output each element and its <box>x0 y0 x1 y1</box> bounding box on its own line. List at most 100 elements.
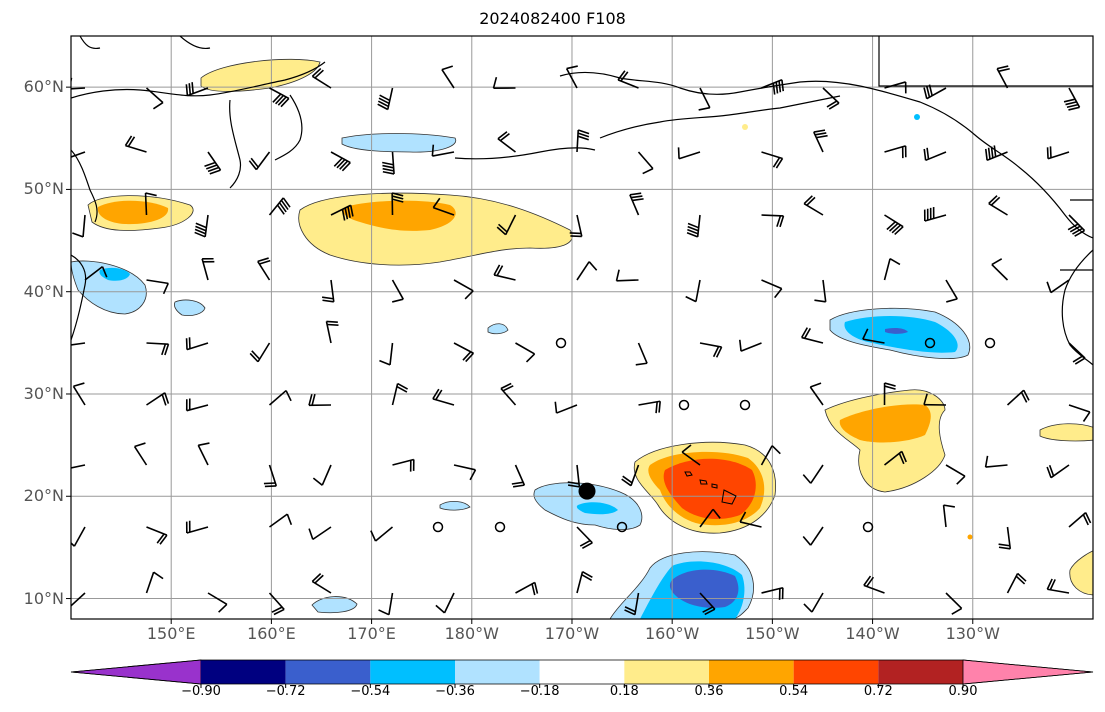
calm-wind-marker <box>678 399 690 411</box>
wind-barb <box>197 442 210 466</box>
axis-ticks <box>66 86 974 624</box>
hawaii-islands <box>684 471 737 505</box>
anomaly-region <box>174 299 206 316</box>
wind-barb <box>71 342 86 346</box>
colorbar <box>70 659 1094 688</box>
wind-barb <box>984 455 1008 468</box>
wind-barb <box>699 342 723 358</box>
wind-barb <box>884 450 907 466</box>
map-title: 2024082400 F108 <box>479 9 626 28</box>
wind-barb <box>945 279 958 303</box>
anomaly-region <box>839 404 931 443</box>
wind-barb <box>435 592 455 614</box>
wind-barb <box>863 575 885 594</box>
wind-barb <box>800 327 824 344</box>
map-frame <box>70 35 1094 620</box>
wind-barb <box>492 76 516 90</box>
anomaly-region <box>885 328 908 334</box>
wind-barb <box>1067 214 1086 237</box>
calm-wind-marker <box>924 337 936 349</box>
anomaly-region <box>1039 423 1093 442</box>
wind-barb <box>263 464 278 488</box>
wind-barb <box>1068 342 1086 365</box>
wind-barb <box>569 214 583 238</box>
wind-barb <box>761 214 785 228</box>
wind-barb <box>453 342 475 363</box>
wind-barb <box>268 389 292 406</box>
wind-barb <box>249 342 271 363</box>
lon-label: 160°W <box>644 624 700 643</box>
anomaly-region <box>1069 550 1093 596</box>
wind-barb <box>269 513 293 528</box>
wind-barb <box>739 511 762 528</box>
wind-barb <box>809 382 824 406</box>
wind-barb <box>71 526 86 547</box>
wind-barb <box>884 214 904 236</box>
wind-barb <box>942 504 955 528</box>
anomaly-region <box>487 323 509 335</box>
wind-barb <box>330 151 351 172</box>
wind-barb <box>248 151 271 171</box>
wind-barb <box>84 266 108 281</box>
anomaly-region <box>97 200 169 225</box>
lon-label: 170°W <box>544 624 600 643</box>
wind-barb <box>686 214 701 238</box>
colorbar-tick-label: −0.36 <box>435 684 475 699</box>
wind-barb <box>883 382 896 406</box>
wind-barb <box>576 571 593 594</box>
anomaly-fill-layer <box>71 58 1093 619</box>
wind-barb <box>133 442 148 466</box>
calm-wind-marker <box>616 521 628 533</box>
wind-barb <box>923 207 947 222</box>
wind-barb <box>635 342 648 366</box>
colorbar-tick-label: 0.90 <box>948 684 978 699</box>
colorbar-tick-label: 0.72 <box>863 684 893 699</box>
colorbar-tick-label: 0.36 <box>694 684 724 699</box>
lat-label: 60°N <box>23 77 64 97</box>
wind-barb <box>391 192 404 216</box>
colorbar-tick-label: −0.72 <box>265 684 306 699</box>
colorbar-segment <box>370 660 455 684</box>
wind-barb <box>761 279 783 299</box>
wind-barb <box>144 192 157 216</box>
wind-barb <box>923 393 947 406</box>
wind-barb <box>268 592 285 616</box>
wind-barb <box>1046 146 1070 160</box>
wind-barb <box>1046 578 1070 594</box>
wind-barb <box>576 129 590 153</box>
colorbar-segment <box>624 660 709 684</box>
wind-barb <box>268 197 291 216</box>
wind-barb <box>72 382 86 406</box>
wind-barb <box>862 328 885 344</box>
wind-barb <box>497 131 516 153</box>
wind-barb <box>567 464 581 488</box>
wind-barb <box>311 573 332 594</box>
wind-barb <box>996 65 1010 89</box>
wind-barb <box>813 129 828 153</box>
lat-label: 40°N <box>23 281 64 301</box>
anomaly-region <box>341 133 457 153</box>
wind-barb <box>325 320 339 344</box>
wind-barb <box>621 464 640 487</box>
lon-label: 180°W <box>444 624 499 643</box>
colorbar-segment <box>285 660 371 684</box>
lat-label: 20°N <box>23 486 64 506</box>
wind-barb <box>883 258 901 281</box>
wind-barb <box>201 257 215 281</box>
wind-barb <box>884 145 907 159</box>
wind-barb <box>991 258 1009 281</box>
wind-barb-layer <box>71 65 1092 616</box>
calm-wind-marker <box>984 337 996 349</box>
lon-label: 160°E <box>247 624 296 643</box>
wind-barb <box>576 526 593 549</box>
colorbar-segment <box>455 660 540 684</box>
colorbar-tick-label: 0.18 <box>609 684 639 699</box>
colorbar-segment <box>878 660 963 684</box>
wind-barb <box>432 388 455 406</box>
colorbar-tick-label: −0.54 <box>350 684 391 699</box>
wind-barb <box>988 195 1008 216</box>
wind-barb <box>515 581 539 596</box>
wind-barb <box>1046 279 1070 294</box>
wind-barb <box>500 382 517 406</box>
